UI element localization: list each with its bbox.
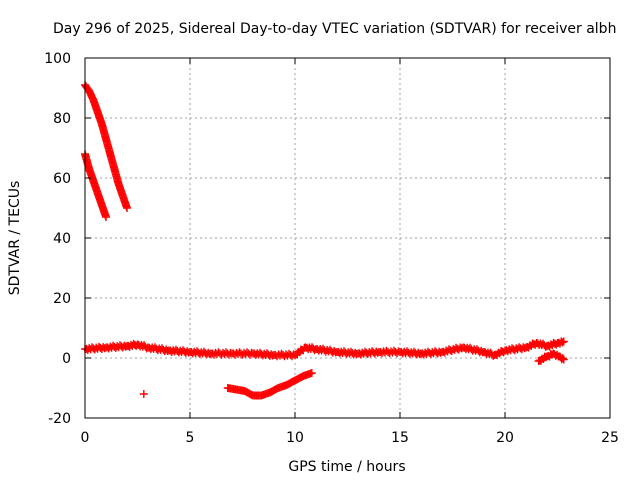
y-tick-label: 20 [53,291,71,307]
series-high-arc [81,81,131,212]
data-point [101,211,110,220]
data-point [141,342,150,351]
data-point [139,390,148,398]
series-mid-arc [81,150,110,221]
axis-ticks: 0 5 10 15 20 25 -20 0 20 40 60 80 100 [44,51,619,446]
x-axis-label: GPS time / hours [288,459,405,475]
data-point [330,347,339,355]
y-tick-label: 0 [62,351,71,367]
y-axis-label: SDTVAR / TECUs [7,181,23,296]
series-outlier [139,390,148,398]
y-tick-label: 80 [53,111,71,127]
data-point [558,338,567,347]
data-point [477,346,486,355]
data-point [122,202,131,211]
data-point [558,354,567,363]
series-low-arc [223,369,316,400]
y-tick-label: 100 [44,51,71,67]
series-baseline [81,337,568,361]
series-tail-dip [534,349,568,365]
data-point [204,348,213,357]
chart-title: Day 296 of 2025, Sidereal Day-to-day VTE… [53,21,616,37]
data-point [162,345,171,354]
data-point [267,350,276,359]
y-tick-label: 60 [53,171,71,187]
x-tick-label: 25 [601,430,619,446]
x-tick-label: 20 [496,430,514,446]
x-tick-label: 15 [391,430,409,446]
y-tick-label: 40 [53,231,71,247]
data-point [306,369,315,378]
x-tick-label: 5 [186,430,195,446]
x-tick-label: 10 [286,430,304,446]
data-series [81,81,568,400]
data-point [183,347,192,356]
data-point [557,355,566,364]
data-point [557,337,566,346]
x-tick-label: 0 [81,430,90,446]
y-tick-label: -20 [48,411,71,427]
data-point [288,352,296,361]
